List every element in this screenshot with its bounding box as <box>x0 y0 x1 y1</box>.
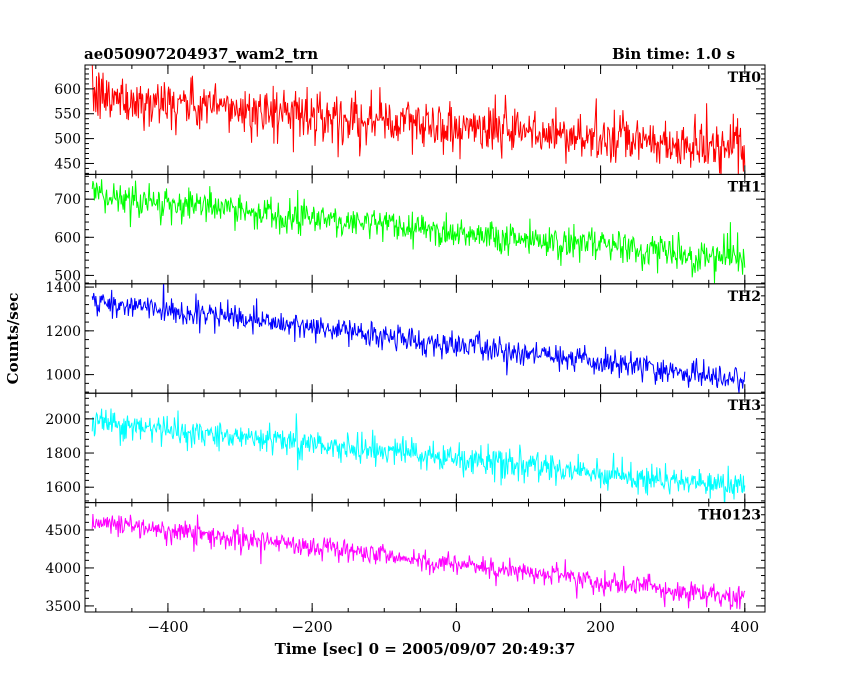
y-tick-label: 700 <box>54 192 81 208</box>
y-tick-label: 1200 <box>45 324 81 340</box>
panel-label-th2: TH2 <box>728 289 761 305</box>
series-trace-th3 <box>91 408 746 503</box>
panel-label-th0123: TH0123 <box>698 508 761 524</box>
y-axis-label: Counts/sec <box>4 293 22 385</box>
y-tick-label: 500 <box>54 132 81 148</box>
y-tick-label: 1000 <box>45 368 81 384</box>
y-tick-label: 450 <box>54 156 81 172</box>
panel-label-th0: TH0 <box>728 70 762 86</box>
x-axis-label: Time [sec] 0 = 2005/09/07 20:49:37 <box>275 640 576 658</box>
series-trace-th1 <box>91 179 746 284</box>
x-tick-label: −200 <box>292 618 333 636</box>
y-tick-label: 600 <box>54 82 81 98</box>
x-tick-label: 400 <box>730 618 759 636</box>
y-tick-label: 1600 <box>45 480 81 496</box>
y-tick-label: 1400 <box>45 280 81 296</box>
x-tick-label: −400 <box>147 618 188 636</box>
y-tick-label: 4500 <box>45 523 81 539</box>
chart-title: ae050907204937_wam2_trn <box>84 45 319 63</box>
panel-label-th1: TH1 <box>728 179 761 195</box>
series-trace-th0 <box>91 65 746 175</box>
x-tick-label: 200 <box>586 618 615 636</box>
y-tick-label: 550 <box>54 107 81 123</box>
series-trace-th2 <box>91 283 746 394</box>
x-tick-label: 0 <box>452 618 462 636</box>
y-tick-label: 600 <box>54 230 81 246</box>
y-tick-label: 1800 <box>45 446 81 462</box>
y-tick-label: 2000 <box>45 412 81 428</box>
panel-label-th3: TH3 <box>728 398 761 414</box>
y-tick-label: 500 <box>54 268 81 284</box>
bin-time-label: Bin time: 1.0 s <box>612 45 736 63</box>
panel-frame-th0123 <box>84 502 766 613</box>
y-tick-label: 4000 <box>45 561 81 577</box>
y-tick-label: 3500 <box>45 599 81 615</box>
series-trace-th0123 <box>91 513 746 610</box>
